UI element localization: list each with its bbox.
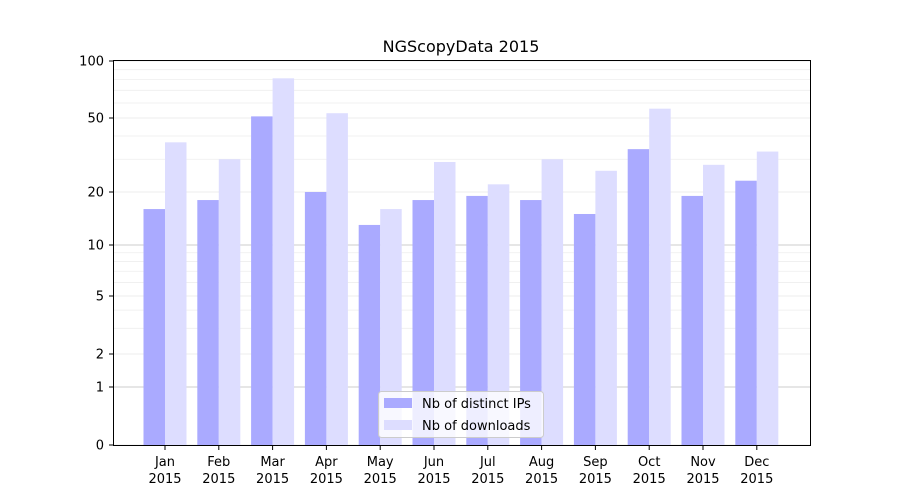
bar-distinct-ips — [466, 195, 488, 445]
bar-distinct-ips — [304, 192, 327, 445]
bar-distinct-ips — [681, 195, 703, 445]
y-tick-label: 5 — [96, 290, 104, 305]
x-tick-label: Aug — [529, 455, 554, 470]
bar-downloads — [541, 159, 564, 446]
legend-box — [378, 391, 544, 438]
x-tick-label: Nov — [690, 455, 716, 470]
legend: Nb of distinct IPs Nb of downloads — [378, 391, 544, 438]
y-tick-label: 0 — [96, 439, 104, 454]
x-axis: Jan 2015 Feb 2015 Mar 2015 Apr 2015 May 2015 Jun 20… — [148, 446, 773, 487]
y-tick-label: 10 — [87, 239, 104, 254]
legend-label-ips: Nb of distinct IPs — [422, 397, 531, 412]
bar-distinct-ips — [627, 149, 650, 446]
bars — [143, 78, 779, 446]
bar-downloads — [703, 164, 725, 446]
x-tick-year-label: 2015 — [686, 472, 719, 487]
bar-distinct-ips — [251, 116, 273, 446]
axes-frame — [113, 60, 811, 446]
x-tick-year-label: 2015 — [148, 472, 181, 487]
x-tick-label: Sep — [583, 455, 608, 470]
y-tick-label: 100 — [79, 55, 104, 70]
x-tick-year-label: 2015 — [471, 472, 504, 487]
x-tick-label: Jun — [423, 455, 444, 470]
bar-downloads — [434, 161, 456, 446]
bar-distinct-ips — [358, 224, 381, 445]
bar-distinct-ips — [412, 200, 434, 445]
bar-downloads — [326, 113, 348, 445]
bar-downloads — [649, 108, 671, 445]
x-tick-year-label: 2015 — [364, 472, 397, 487]
x-tick-label: Oct — [638, 455, 660, 470]
y-axis: 0 1 2 5 10 20 50 100 — [79, 55, 113, 454]
bar-distinct-ips — [197, 200, 219, 445]
bar-downloads — [165, 142, 187, 445]
bar-distinct-ips — [143, 209, 165, 445]
bar-downloads — [272, 78, 295, 445]
x-tick-label: Jul — [479, 455, 496, 470]
bar-downloads — [218, 159, 241, 446]
y-tick-label: 20 — [87, 186, 104, 201]
legend-swatch-ips — [384, 398, 412, 408]
bar-downloads — [756, 151, 779, 445]
y-tick-label: 50 — [87, 112, 104, 127]
x-tick-year-label: 2015 — [633, 472, 666, 487]
x-tick-label: Jan — [154, 455, 175, 470]
bar-downloads — [595, 170, 617, 446]
x-tick-label: Feb — [207, 455, 230, 470]
x-tick-year-label: 2015 — [525, 472, 558, 487]
x-tick-label: Dec — [744, 455, 769, 470]
legend-swatch-downloads — [384, 420, 412, 430]
bar-downloads — [380, 209, 402, 445]
x-tick-year-label: 2015 — [740, 472, 773, 487]
x-tick-year-label: 2015 — [417, 472, 450, 487]
x-tick-label: May — [367, 455, 394, 470]
x-tick-label: Mar — [260, 455, 285, 470]
x-tick-year-label: 2015 — [202, 472, 235, 487]
y-tick-label: 1 — [96, 381, 104, 396]
legend-label-downloads: Nb of downloads — [422, 419, 531, 434]
x-tick-year-label: 2015 — [256, 472, 289, 487]
y-tick-label: 2 — [96, 348, 104, 363]
bar-downloads — [487, 184, 510, 445]
x-tick-label: Apr — [315, 455, 338, 470]
x-tick-year-label: 2015 — [579, 472, 612, 487]
chart-title: NGScopyData 2015 — [383, 37, 540, 56]
bar-distinct-ips — [735, 180, 757, 445]
x-tick-year-label: 2015 — [310, 472, 343, 487]
bar-distinct-ips — [520, 200, 542, 445]
bar-distinct-ips — [573, 213, 596, 445]
